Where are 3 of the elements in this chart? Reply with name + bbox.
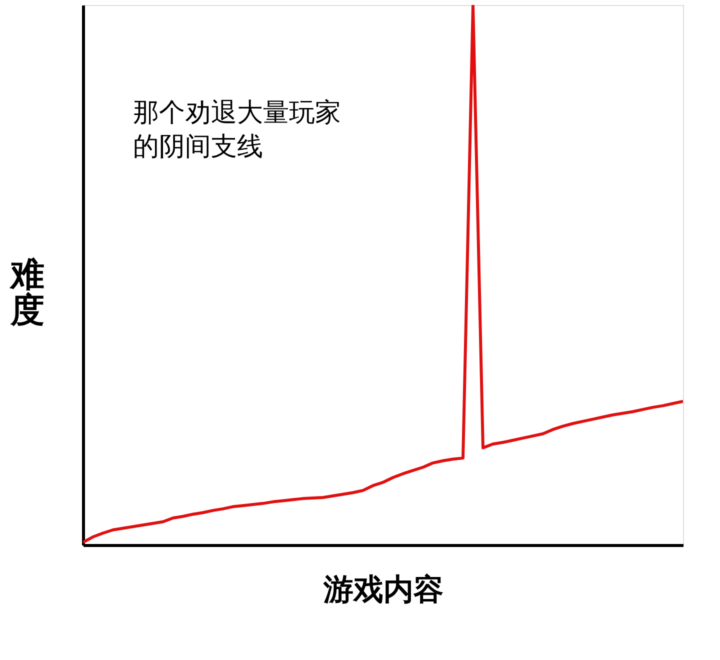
x-axis-title: 游戏内容 <box>322 572 444 608</box>
annotation: 那个劝退大量玩家的阴间支线 <box>133 98 341 162</box>
y-axis-title: 难度 <box>8 254 44 330</box>
